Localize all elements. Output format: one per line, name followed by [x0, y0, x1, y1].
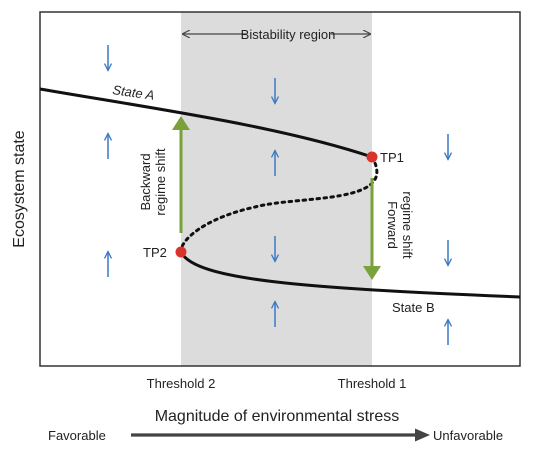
- flow-arrows: [108, 45, 448, 345]
- forward-shift-label: Forward regime shift: [385, 191, 415, 259]
- region-label: Bistability region: [241, 27, 336, 42]
- forward-shift-label-line2: regime shift: [400, 191, 415, 259]
- tp2-point: [175, 246, 187, 258]
- plot-frame: [39, 11, 521, 367]
- backward-shift-label-line2: regime shift: [153, 148, 168, 216]
- y-axis-label: Ecosystem state: [11, 130, 28, 247]
- bistability-region: [181, 12, 372, 366]
- backward-shift-label: Backward regime shift: [138, 148, 168, 216]
- forward-shift-arrowhead: [363, 266, 381, 280]
- state-a-label: State A: [112, 82, 156, 103]
- forward-shift-label-line1: Forward: [385, 201, 400, 249]
- long-right-arrow-icon: [131, 428, 430, 442]
- tp1-label: TP1: [380, 150, 404, 165]
- gradient-end-label: Unfavorable: [433, 428, 503, 443]
- x-tick-threshold-1: Threshold 1: [338, 376, 407, 391]
- x-axis-label: Magnitude of environmental stress: [155, 408, 400, 425]
- state-b-label: State B: [392, 300, 435, 315]
- state-a-curve: [39, 87, 373, 159]
- x-tick-threshold-2: Threshold 2: [147, 376, 216, 391]
- backward-shift-arrowhead: [172, 116, 190, 130]
- backward-shift-label-line1: Backward: [138, 153, 153, 210]
- tp1-point: [366, 151, 378, 163]
- state-b-curve: [179, 251, 521, 299]
- gradient-start-label: Favorable: [48, 428, 106, 443]
- tp2-label: TP2: [143, 245, 167, 260]
